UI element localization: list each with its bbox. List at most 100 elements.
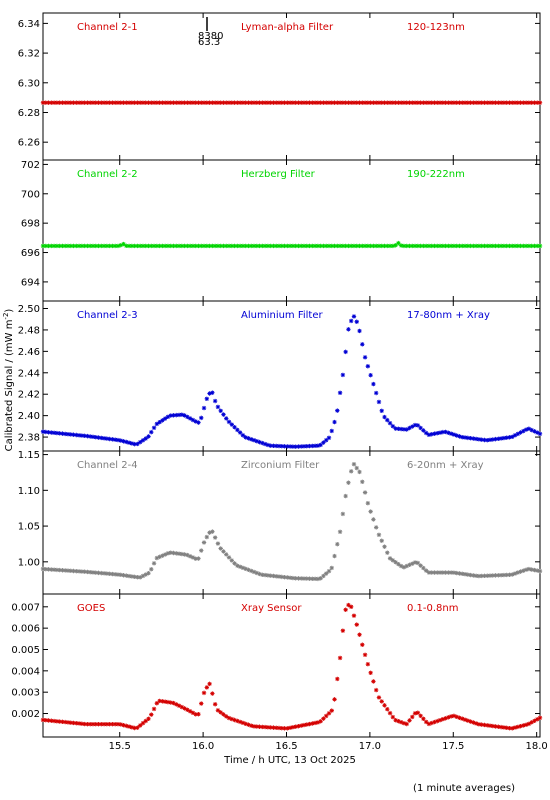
x-tick-label: 18.0	[526, 741, 548, 752]
data-point	[157, 698, 162, 704]
data-point	[268, 725, 273, 730]
data-point	[346, 243, 351, 249]
data-point	[476, 243, 482, 249]
data-point	[376, 100, 382, 105]
data-point	[246, 567, 251, 573]
data-point	[507, 725, 512, 731]
data-point	[174, 100, 179, 105]
data-point	[526, 721, 532, 727]
data-point	[85, 243, 90, 249]
data-point	[418, 563, 423, 568]
data-point	[121, 573, 126, 578]
data-point	[49, 567, 54, 572]
data-point	[126, 243, 132, 249]
data-point	[243, 435, 248, 440]
data-point	[165, 243, 171, 249]
data-point	[262, 441, 268, 447]
x-tick-label: 15.5	[109, 741, 131, 752]
data-point	[215, 541, 221, 546]
data-point	[51, 100, 57, 105]
data-point	[498, 436, 504, 441]
data-point	[93, 721, 98, 727]
stray-label-2: 63.3	[198, 37, 220, 48]
data-point	[271, 573, 276, 579]
data-point	[221, 412, 226, 417]
data-point	[435, 243, 440, 249]
data-point	[90, 434, 96, 440]
panel-label-1: Channel 2-2	[77, 169, 138, 180]
data-point	[49, 430, 54, 435]
data-point	[396, 561, 401, 567]
data-point	[88, 434, 93, 439]
data-point	[82, 569, 87, 574]
data-point	[301, 444, 307, 449]
data-point	[224, 100, 229, 105]
data-point	[110, 571, 115, 577]
data-point	[229, 243, 235, 249]
panel-label-1: GOES	[77, 603, 105, 614]
data-point	[523, 567, 529, 572]
data-point	[165, 551, 171, 556]
data-point	[329, 708, 334, 713]
data-point	[512, 571, 518, 576]
data-point	[60, 568, 65, 573]
data-point	[348, 604, 354, 609]
data-point	[268, 573, 273, 578]
data-point	[501, 243, 507, 249]
data-point	[451, 100, 457, 105]
data-point	[373, 100, 379, 105]
data-point	[462, 717, 468, 722]
data-point	[182, 706, 187, 711]
data-point	[221, 712, 226, 717]
data-point	[512, 433, 518, 438]
data-point	[390, 714, 396, 720]
data-point	[149, 243, 154, 249]
data-point	[468, 436, 473, 441]
data-point	[257, 439, 262, 445]
data-point	[262, 243, 268, 249]
data-point	[382, 544, 387, 549]
data-point	[371, 381, 376, 387]
data-point	[132, 574, 137, 580]
data-point	[260, 724, 265, 730]
data-point	[282, 574, 287, 580]
y-tick-label: 698	[21, 219, 40, 230]
data-point	[154, 701, 160, 706]
data-point	[393, 243, 398, 248]
data-point	[401, 243, 407, 249]
data-point	[448, 431, 454, 436]
data-point	[249, 100, 254, 105]
x-tick-label: 16.5	[275, 741, 297, 752]
data-point	[146, 434, 151, 439]
data-point	[124, 439, 129, 445]
data-point	[226, 715, 232, 721]
data-point	[485, 243, 490, 249]
data-point	[293, 243, 298, 249]
data-point	[446, 570, 451, 575]
data-point	[312, 720, 318, 726]
data-point	[235, 718, 240, 724]
data-point	[124, 100, 129, 105]
data-point	[43, 100, 48, 105]
data-point	[504, 435, 509, 440]
data-point	[201, 405, 207, 411]
data-point	[357, 243, 362, 249]
data-point	[354, 465, 359, 471]
data-point	[140, 438, 146, 443]
data-point	[443, 243, 448, 249]
data-point	[421, 428, 426, 433]
data-point	[249, 568, 254, 574]
data-point	[418, 243, 423, 249]
data-point	[398, 720, 404, 725]
data-point	[254, 243, 259, 249]
data-point	[76, 721, 82, 726]
data-point	[207, 243, 212, 249]
panel-label-3: 190-222nm	[407, 169, 465, 180]
data-point	[451, 432, 457, 437]
data-point	[410, 243, 415, 249]
data-point	[307, 443, 312, 449]
x-tick-label: 16.0	[192, 741, 214, 752]
data-point	[401, 565, 407, 570]
data-point	[507, 243, 512, 249]
data-point	[407, 243, 412, 249]
